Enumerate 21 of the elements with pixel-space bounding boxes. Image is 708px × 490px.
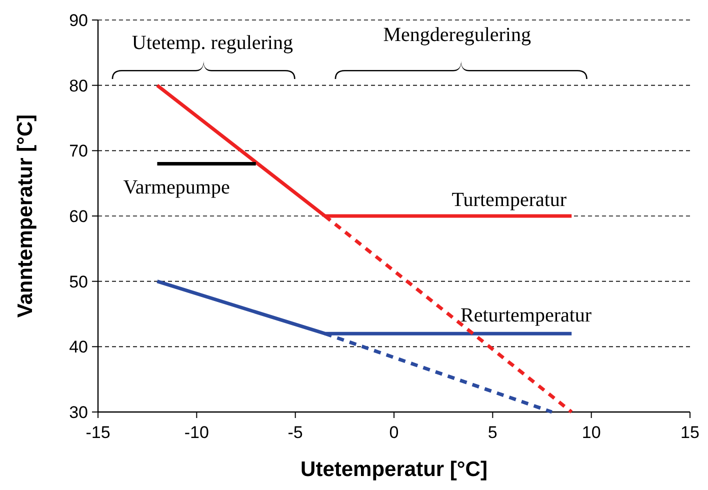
series-label: Varmepumpe xyxy=(123,176,230,199)
series-label: Turtemperatur xyxy=(452,189,567,211)
y-tick-label: 70 xyxy=(69,142,88,161)
x-axis-title: Utetemperatur [°C] xyxy=(300,458,488,481)
y-axis-title: Vanntemperatur [°C] xyxy=(14,114,37,318)
x-tick-label: -15 xyxy=(86,423,110,442)
x-tick-label: -5 xyxy=(288,423,303,442)
annotation: Mengderegulering xyxy=(383,24,532,46)
y-tick-label: 30 xyxy=(69,403,88,422)
x-tick-label: 10 xyxy=(582,423,601,442)
y-tick-label: 80 xyxy=(69,76,88,96)
y-tick-label: 60 xyxy=(69,207,88,226)
y-tick-label: 50 xyxy=(69,272,88,292)
x-tick-label: -10 xyxy=(184,423,209,442)
x-tick-label: 15 xyxy=(680,423,700,442)
y-tick-label: 90 xyxy=(69,11,88,30)
annotation: Utetemp. regulering xyxy=(132,32,293,54)
x-tick-label: 5 xyxy=(488,423,498,442)
series-label: Returtemperatur xyxy=(460,304,592,327)
x-tick-label: 0 xyxy=(389,423,399,442)
y-tick-label: 40 xyxy=(69,338,88,357)
